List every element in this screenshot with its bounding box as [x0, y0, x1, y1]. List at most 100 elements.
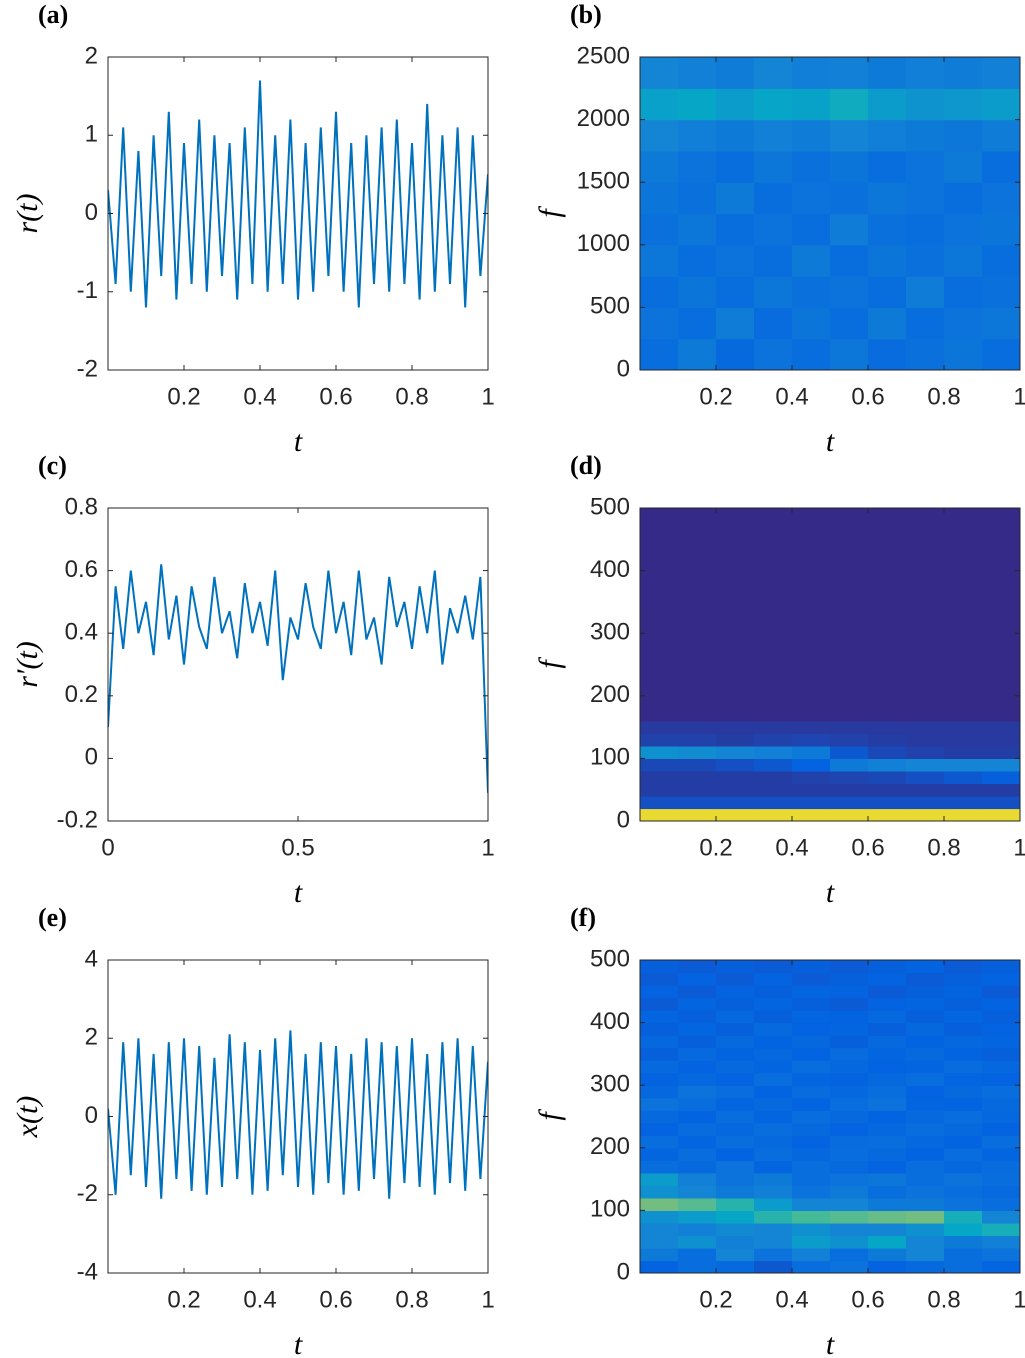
heatmap-cell — [906, 795, 945, 810]
x-tick-label: 0 — [101, 834, 114, 861]
y-tick-label: 500 — [590, 945, 630, 972]
heatmap-cell — [716, 213, 755, 246]
heatmap-cell — [982, 57, 1020, 89]
heatmap-cell — [944, 1260, 983, 1273]
heatmap-cell — [640, 795, 679, 810]
heatmap-cell — [906, 1185, 945, 1199]
heatmap-cell — [678, 808, 717, 821]
heatmap-cell — [754, 758, 793, 772]
heatmap-cell — [982, 119, 1020, 152]
heatmap-cell — [830, 683, 869, 697]
heatmap-cell — [906, 338, 945, 370]
heatmap-cell — [982, 695, 1020, 709]
heatmap-cell — [830, 985, 869, 999]
heatmap-cell — [792, 57, 831, 89]
heatmap-cell — [868, 985, 907, 999]
heatmap-cell — [716, 57, 755, 89]
heatmap-cell — [982, 1010, 1020, 1024]
heatmap-cell — [640, 244, 679, 277]
heatmap-cell — [754, 1222, 793, 1237]
heatmap-cell — [678, 972, 717, 986]
heatmap-cell — [868, 1122, 907, 1136]
heatmap-cell — [754, 720, 793, 734]
heatmap-cell — [792, 1135, 831, 1149]
y-axis-label: f — [533, 1109, 566, 1121]
heatmap-cell — [640, 1060, 679, 1074]
heatmap-cell — [982, 670, 1020, 684]
heatmap-cell — [792, 570, 831, 584]
heatmap-cell — [868, 1185, 907, 1199]
heatmap-cell — [906, 508, 945, 522]
heatmap-cell — [944, 808, 983, 821]
heatmap-cell — [830, 708, 869, 722]
heatmap-cell — [906, 670, 945, 684]
heatmap-cell — [906, 1122, 945, 1136]
heatmap-cell — [906, 1210, 945, 1224]
heatmap-cell — [868, 182, 907, 215]
heatmap-cell — [830, 88, 869, 121]
heatmap-cell — [944, 695, 983, 709]
heatmap-cell — [640, 960, 679, 974]
x-tick-label: 1 — [481, 834, 494, 861]
heatmap-cell — [678, 119, 717, 152]
y-axis-label: f — [533, 657, 566, 669]
heatmap-cell — [982, 708, 1020, 722]
heatmap-cell — [678, 1172, 717, 1186]
heatmap-cell — [982, 633, 1020, 647]
heatmap-cell — [830, 808, 869, 821]
line — [108, 564, 488, 793]
heatmap-cell — [944, 758, 983, 772]
heatmap-cell — [792, 795, 831, 810]
heatmap-cell — [906, 1047, 945, 1061]
heatmap-cell — [944, 708, 983, 722]
heatmap-cell — [678, 558, 717, 572]
y-tick-label: 1 — [85, 121, 98, 148]
heatmap-cell — [678, 1022, 717, 1036]
heatmap-cell — [716, 1060, 755, 1074]
heatmap-cell — [830, 972, 869, 986]
heatmap-cell — [678, 1260, 717, 1273]
axes-box — [639, 959, 1021, 1274]
heatmap-cell — [640, 520, 679, 534]
x-tick-label: 0.8 — [395, 1286, 428, 1313]
heatmap-cell — [640, 88, 679, 121]
heatmap-cell — [792, 1147, 831, 1161]
heatmap-cell — [830, 150, 869, 183]
heatmap-cell — [944, 620, 983, 634]
heatmap-cell — [754, 150, 793, 183]
heatmap-cell — [716, 583, 755, 597]
heatmap-cell — [944, 1160, 983, 1174]
heatmap-cell — [716, 182, 755, 215]
heatmap-cell — [640, 213, 679, 246]
heatmap-cell — [754, 1147, 793, 1161]
heatmap-cell — [716, 960, 755, 974]
heatmap-cell — [868, 307, 907, 340]
heatmap-cell — [944, 1072, 983, 1086]
y-tick-label: 2500 — [577, 42, 630, 69]
heatmap-cell — [982, 645, 1020, 659]
x-tick-label: 0.8 — [927, 834, 960, 861]
heatmap-cell — [830, 620, 869, 634]
heatmap-cell — [868, 633, 907, 647]
heatmap-cell — [944, 795, 983, 810]
plot-area — [108, 80, 488, 308]
axes-box — [639, 507, 1021, 822]
heatmap-cell — [716, 770, 755, 785]
heatmap-cell — [906, 808, 945, 821]
heatmap-cell — [640, 1247, 679, 1262]
heatmap-cell — [716, 1035, 755, 1049]
heatmap-cell — [868, 213, 907, 246]
y-tick-label: 0.6 — [65, 556, 98, 583]
heatmap-cell — [640, 1222, 679, 1237]
heatmap-cell — [792, 745, 831, 759]
y-tick-label: 400 — [590, 1008, 630, 1035]
x-tick-label: 0.8 — [395, 383, 428, 410]
heatmap-cell — [754, 997, 793, 1011]
heatmap-cell — [678, 758, 717, 772]
heatmap-cell — [868, 1060, 907, 1074]
heatmap-cell — [754, 508, 793, 522]
heatmap-cell — [906, 583, 945, 597]
heatmap-cell — [906, 1260, 945, 1273]
heatmap-cell — [640, 182, 679, 215]
heatmap-cell — [640, 683, 679, 697]
